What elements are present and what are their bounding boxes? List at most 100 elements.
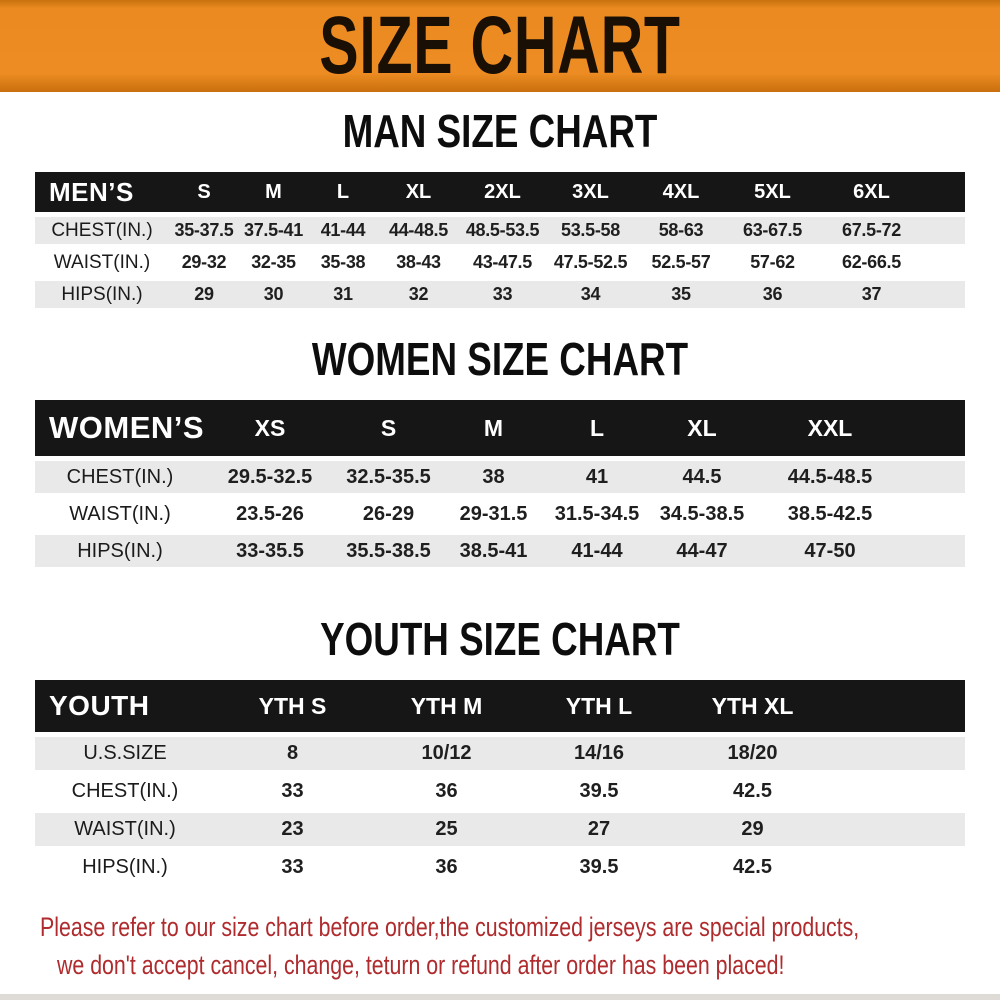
size-cell: 29-32: [169, 249, 239, 276]
men-size-col-m: M: [239, 172, 308, 212]
size-cell: 14/16: [523, 737, 675, 770]
row-label: WAIST(IN.): [35, 498, 205, 530]
size-cell: 44-47: [649, 535, 755, 567]
men-size-col-l: L: [308, 172, 378, 212]
row-label: CHEST(IN.): [35, 775, 215, 808]
men-size-col-6xl: 6XL: [818, 172, 925, 212]
spacer-cell: [830, 680, 965, 732]
bottom-edge-strip: [0, 994, 1000, 1000]
size-cell: 44.5-48.5: [755, 461, 905, 493]
size-cell: 38.5-41: [442, 535, 545, 567]
size-cell: 29-31.5: [442, 498, 545, 530]
youth-waist-row: WAIST(IN.) 23 25 27 29: [35, 813, 965, 846]
size-cell: 48.5-53.5: [459, 217, 546, 244]
size-cell: 38.5-42.5: [755, 498, 905, 530]
men-size-table: MEN’S S M L XL 2XL 3XL 4XL 5XL 6XL CHEST…: [35, 167, 965, 313]
size-cell: 27: [523, 813, 675, 846]
men-size-col-2xl: 2XL: [459, 172, 546, 212]
men-section-heading: MAN SIZE CHART: [342, 105, 658, 157]
row-label: U.S.SIZE: [35, 737, 215, 770]
men-table-header-row: MEN’S S M L XL 2XL 3XL 4XL 5XL 6XL: [35, 172, 965, 212]
size-cell: 29.5-32.5: [205, 461, 335, 493]
women-size-table: WOMEN’S XS S M L XL XXL CHEST(IN.) 29.5-…: [35, 395, 965, 572]
youth-hips-row: HIPS(IN.) 33 36 39.5 42.5: [35, 851, 965, 884]
order-policy-note: Please refer to our size chart before or…: [40, 908, 1000, 984]
women-chest-row: CHEST(IN.) 29.5-32.5 32.5-35.5 38 41 44.…: [35, 461, 965, 493]
size-cell: 36: [727, 281, 818, 308]
size-cell: 67.5-72: [818, 217, 925, 244]
size-cell: 23.5-26: [205, 498, 335, 530]
size-cell: 39.5: [523, 775, 675, 808]
women-size-col-xxl: XXL: [755, 400, 905, 456]
spacer-cell: [830, 851, 965, 884]
size-cell: 58-63: [635, 217, 727, 244]
size-cell: 34: [546, 281, 635, 308]
men-waist-row: WAIST(IN.) 29-32 32-35 35-38 38-43 43-47…: [35, 249, 965, 276]
size-cell: 39.5: [523, 851, 675, 884]
women-waist-row: WAIST(IN.) 23.5-26 26-29 29-31.5 31.5-34…: [35, 498, 965, 530]
size-cell: 32: [378, 281, 459, 308]
spacer-cell: [905, 535, 965, 567]
size-cell: 41-44: [308, 217, 378, 244]
size-cell: 25: [370, 813, 523, 846]
men-hips-row: HIPS(IN.) 29 30 31 32 33 34 35 36 37: [35, 281, 965, 308]
women-section-heading: WOMEN SIZE CHART: [311, 333, 689, 385]
size-cell: 41-44: [545, 535, 649, 567]
size-cell: 23: [215, 813, 370, 846]
spacer-cell: [830, 737, 965, 770]
size-cell: 52.5-57: [635, 249, 727, 276]
size-cell: 35: [635, 281, 727, 308]
youth-size-col-l: YTH L: [523, 680, 675, 732]
women-table-corner-label: WOMEN’S: [35, 400, 205, 456]
size-cell: 18/20: [675, 737, 830, 770]
size-cell: 33-35.5: [205, 535, 335, 567]
size-cell: 44.5: [649, 461, 755, 493]
size-cell: 29: [169, 281, 239, 308]
size-cell: 30: [239, 281, 308, 308]
women-hips-row: HIPS(IN.) 33-35.5 35.5-38.5 38.5-41 41-4…: [35, 535, 965, 567]
row-label: HIPS(IN.): [35, 281, 169, 308]
page-title: SIZE CHART: [319, 0, 681, 91]
youth-size-table: YOUTH YTH S YTH M YTH L YTH XL U.S.SIZE …: [35, 675, 965, 889]
size-cell: 44-48.5: [378, 217, 459, 244]
size-cell: 41: [545, 461, 649, 493]
men-chest-row: CHEST(IN.) 35-37.5 37.5-41 41-44 44-48.5…: [35, 217, 965, 244]
size-cell: 38: [442, 461, 545, 493]
youth-table-header-row: YOUTH YTH S YTH M YTH L YTH XL: [35, 680, 965, 732]
row-label: HIPS(IN.): [35, 851, 215, 884]
women-size-col-xs: XS: [205, 400, 335, 456]
women-size-col-m: M: [442, 400, 545, 456]
size-cell: 33: [215, 851, 370, 884]
women-size-col-xl: XL: [649, 400, 755, 456]
spacer-cell: [905, 461, 965, 493]
size-cell: 29: [675, 813, 830, 846]
youth-table-corner-label: YOUTH: [35, 680, 215, 732]
spacer-cell: [925, 249, 965, 276]
size-cell: 33: [459, 281, 546, 308]
size-cell: 31: [308, 281, 378, 308]
spacer-cell: [905, 400, 965, 456]
size-cell: 26-29: [335, 498, 442, 530]
size-cell: 42.5: [675, 851, 830, 884]
size-cell: 35.5-38.5: [335, 535, 442, 567]
size-cell: 33: [215, 775, 370, 808]
youth-size-col-xl: YTH XL: [675, 680, 830, 732]
men-size-col-3xl: 3XL: [546, 172, 635, 212]
men-size-col-4xl: 4XL: [635, 172, 727, 212]
size-cell: 57-62: [727, 249, 818, 276]
youth-chest-row: CHEST(IN.) 33 36 39.5 42.5: [35, 775, 965, 808]
order-policy-line2: we don't accept cancel, change, teturn o…: [57, 950, 785, 980]
size-cell: 47-50: [755, 535, 905, 567]
size-cell: 34.5-38.5: [649, 498, 755, 530]
spacer-cell: [925, 217, 965, 244]
women-table-header-row: WOMEN’S XS S M L XL XXL: [35, 400, 965, 456]
spacer-cell: [925, 281, 965, 308]
men-size-col-xl: XL: [378, 172, 459, 212]
size-cell: 63-67.5: [727, 217, 818, 244]
row-label: CHEST(IN.): [35, 461, 205, 493]
size-cell: 35-37.5: [169, 217, 239, 244]
women-size-col-s: S: [335, 400, 442, 456]
size-cell: 36: [370, 851, 523, 884]
women-size-col-l: L: [545, 400, 649, 456]
size-cell: 8: [215, 737, 370, 770]
